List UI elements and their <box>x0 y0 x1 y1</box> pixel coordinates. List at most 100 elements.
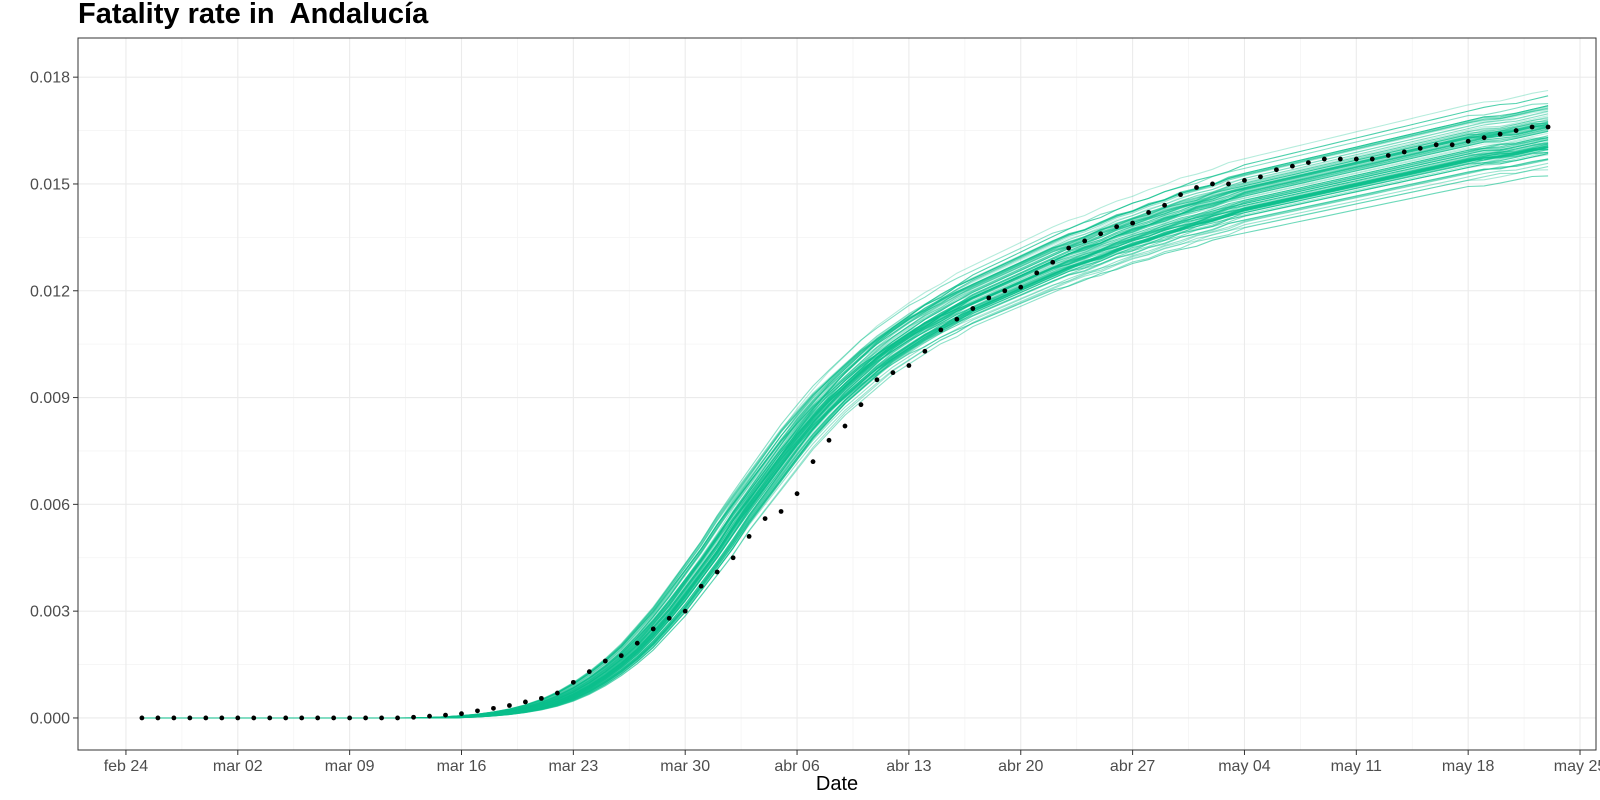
observed-point <box>1002 288 1008 294</box>
observed-point <box>459 711 464 717</box>
x-axis: feb 24 mar 02 mar 09 mar 16 mar 23 mar 30 abr … <box>104 750 1600 775</box>
observed-point <box>1529 124 1535 130</box>
observed-point <box>762 516 768 521</box>
observed-point <box>650 626 656 632</box>
observed-point <box>794 491 800 497</box>
observed-point <box>1194 185 1199 190</box>
observed-point <box>1385 153 1391 158</box>
observed-point <box>698 583 704 589</box>
minor-gridlines <box>78 38 1596 750</box>
observed-point <box>554 690 560 696</box>
observed-point <box>411 714 416 720</box>
observed-point <box>155 715 161 721</box>
observed-point <box>443 712 448 718</box>
observed-point <box>874 377 880 383</box>
y-tick-label: 0.009 <box>30 390 70 407</box>
y-tick-label: 0.012 <box>30 283 70 300</box>
observed-point <box>267 715 273 721</box>
x-tick-label: may 18 <box>1442 758 1495 775</box>
observed-point <box>1433 142 1439 148</box>
simulated-trajectory-line <box>141 158 1549 719</box>
y-tick-label: 0.003 <box>30 604 70 621</box>
observed-point <box>1018 284 1024 290</box>
observed-point <box>1337 156 1343 162</box>
simulated-trajectory-line <box>141 149 1549 719</box>
x-tick-label: abr 06 <box>774 758 819 775</box>
x-tick-label: feb 24 <box>104 758 149 775</box>
observed-point <box>778 509 784 514</box>
y-tick-label: 0.006 <box>30 497 70 514</box>
x-tick-label: may 11 <box>1331 758 1382 775</box>
observed-point <box>1545 124 1551 130</box>
y-tick-label: 0.018 <box>30 70 70 87</box>
observed-point <box>714 569 720 575</box>
observed-point <box>1082 238 1088 244</box>
observed-point <box>1210 181 1215 187</box>
observed-point <box>379 715 384 721</box>
observed-point <box>427 713 432 719</box>
simulated-trajectories <box>141 89 1549 719</box>
chart-title: Fatality rate in Andalucía <box>78 0 429 30</box>
observed-point <box>570 679 576 685</box>
observed-point <box>538 695 544 701</box>
observed-point <box>922 348 928 354</box>
observed-point <box>1353 156 1359 162</box>
observed-point <box>1066 245 1072 251</box>
observed-point <box>810 459 816 465</box>
x-tick-label: mar 16 <box>437 758 487 775</box>
observed-point <box>1050 259 1056 265</box>
observed-point <box>1305 160 1311 166</box>
observed-point <box>1449 142 1455 148</box>
observed-point <box>219 715 225 721</box>
x-tick-label: mar 09 <box>325 758 375 775</box>
observed-point <box>171 715 177 721</box>
x-tick-label: may 25 <box>1554 758 1600 775</box>
observed-point <box>1369 156 1375 162</box>
observed-point <box>826 437 832 443</box>
observed-point <box>1178 192 1183 198</box>
observed-points <box>139 124 1551 721</box>
observed-point <box>730 555 736 561</box>
x-axis-title: Date <box>816 773 858 795</box>
observed-point <box>1098 231 1104 237</box>
observed-point <box>347 715 353 721</box>
observed-point <box>1417 145 1423 151</box>
y-axis: 0.000 0.003 0.006 0.009 0.012 0.015 0.018 <box>30 70 78 727</box>
observed-point <box>1242 178 1247 183</box>
observed-point <box>1321 156 1327 162</box>
observed-point <box>139 715 145 721</box>
observed-point <box>395 715 400 721</box>
observed-point <box>682 608 688 614</box>
observed-point <box>1290 163 1295 169</box>
observed-point <box>1497 131 1503 137</box>
observed-point <box>507 703 512 708</box>
observed-point <box>842 423 848 429</box>
major-gridlines <box>78 38 1596 750</box>
observed-point <box>1114 224 1120 230</box>
observed-point <box>602 658 608 664</box>
simulated-trajectory-line <box>141 113 1549 719</box>
x-tick-label: abr 13 <box>886 758 931 775</box>
x-tick-label: mar 30 <box>660 758 710 775</box>
observed-point <box>283 715 289 721</box>
observed-point <box>1146 210 1151 215</box>
observed-point <box>1258 174 1263 180</box>
observed-point <box>491 705 496 711</box>
x-tick-label: may 04 <box>1218 758 1271 775</box>
y-tick-label: 0.015 <box>30 176 70 193</box>
observed-point <box>666 615 672 621</box>
observed-point <box>746 534 752 539</box>
observed-point <box>634 640 640 646</box>
observed-point <box>315 715 321 721</box>
observed-point <box>235 715 241 721</box>
y-tick-label: 0.000 <box>30 710 70 727</box>
observed-point <box>363 715 369 721</box>
observed-point <box>187 715 193 721</box>
observed-point <box>970 306 976 311</box>
observed-point <box>986 295 992 301</box>
observed-point <box>1465 138 1471 144</box>
x-tick-label: abr 27 <box>1110 758 1155 775</box>
observed-point <box>1513 128 1519 133</box>
observed-point <box>858 402 864 408</box>
